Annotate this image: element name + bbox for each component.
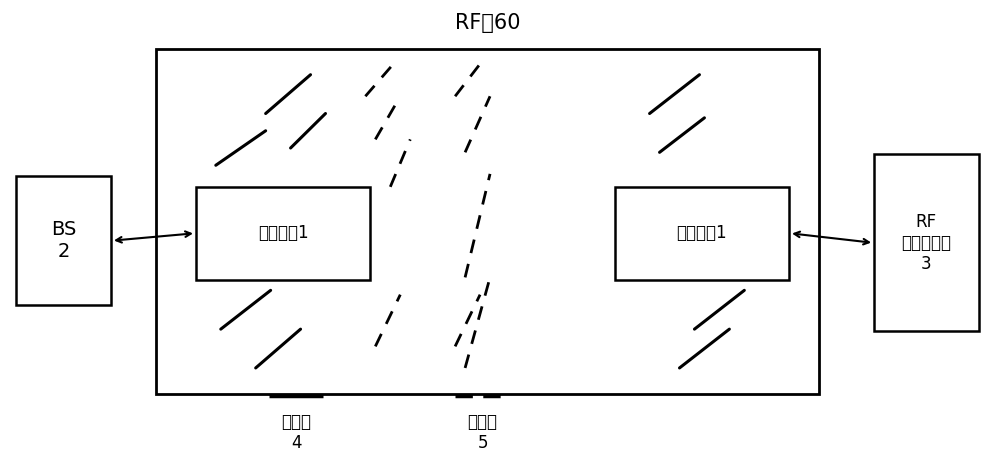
- Bar: [156, 49, 819, 394]
- Text: RF
信道俯真器
3: RF 信道俯真器 3: [901, 213, 951, 273]
- Text: 天线阵兗1: 天线阵兗1: [258, 224, 308, 242]
- Text: 反射器
4: 反射器 4: [281, 413, 311, 452]
- Text: 天线阵兗1: 天线阵兗1: [677, 224, 727, 242]
- Bar: [874, 154, 979, 331]
- Text: RF兤60: RF兤60: [455, 13, 520, 33]
- Text: 漫射器
5: 漫射器 5: [468, 413, 498, 452]
- Text: BS
2: BS 2: [51, 220, 76, 261]
- Bar: [615, 187, 789, 280]
- Bar: [196, 187, 370, 280]
- Bar: [16, 176, 111, 305]
